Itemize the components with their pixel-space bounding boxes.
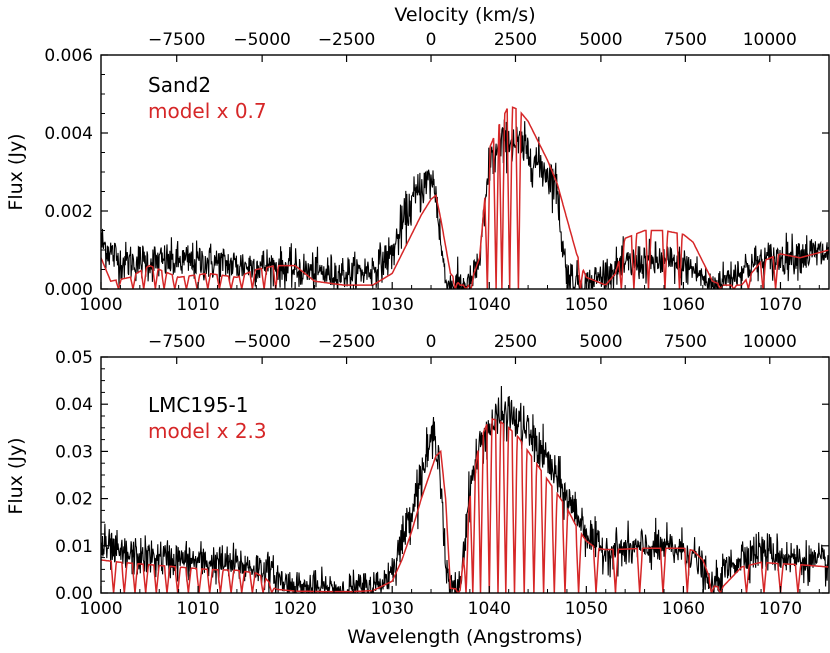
x-tick-label: 1000 [79,295,122,315]
velocity-axis-title: Velocity (km/s) [394,4,535,26]
velocity-tick-label: 7500 [664,30,707,50]
x-tick-label: 1010 [176,599,219,619]
legend-entry-model: model x 2.3 [148,419,267,443]
y-tick-label: 0.03 [55,442,93,462]
model-spectrum-line [101,418,829,593]
top-panel: 1000 1010 1020 1030 1040 1050 1060 1070 0.000 0.0… [44,30,830,315]
y-tick-label: 0.006 [44,46,93,66]
x-tick-label: 1030 [371,599,414,619]
bottom-panel: 1000 1010 1020 1030 1040 1050 1060 1070 0.00 0.01… [55,332,830,619]
velocity-tick-label: −5000 [233,332,291,352]
y-tick-label: 0.01 [55,537,93,557]
y-tick-label: 0.05 [55,348,93,368]
y-tick-label: 0.00 [55,584,93,604]
x-tick-label: 1030 [371,295,414,315]
bottom-panel-y-axis-title: Flux (Jy) [5,437,27,514]
legend-entry-object: Sand2 [148,73,211,97]
x-tick-label: 1000 [79,599,122,619]
velocity-tick-label: −2500 [318,30,376,50]
x-tick-label: 1060 [662,295,705,315]
x-tick-label: 1070 [759,599,802,619]
y-tick-label: 0.000 [44,280,93,300]
x-tick-label: 1040 [468,599,511,619]
velocity-tick-label: −2500 [318,332,376,352]
x-tick-label: 1060 [662,599,705,619]
velocity-tick-label: 0 [426,332,437,352]
x-tick-label: 1050 [565,599,608,619]
x-tick-label: 1050 [565,295,608,315]
velocity-tick-label: −7500 [148,30,206,50]
observed-spectrum-line [101,119,829,289]
x-tick-label: 1020 [274,599,317,619]
velocity-tick-label: 2500 [494,332,537,352]
top-panel-y-axis-title: Flux (Jy) [5,133,27,210]
velocity-tick-label: 2500 [494,30,537,50]
x-axis-title: Wavelength (Angstroms) [347,626,582,648]
legend-entry-object: LMC195-1 [148,393,248,417]
x-tick-label: 1020 [274,295,317,315]
y-tick-label: 0.04 [55,395,93,415]
velocity-tick-label: 10000 [743,332,797,352]
y-tick-label: 0.004 [44,124,93,144]
velocity-tick-label: 5000 [579,332,622,352]
observed-spectrum-line [101,385,829,593]
velocity-tick-label: 10000 [743,30,797,50]
y-tick-label: 0.02 [55,490,93,510]
y-tick-label: 0.002 [44,202,93,222]
velocity-tick-label: 5000 [579,30,622,50]
velocity-tick-label: −7500 [148,332,206,352]
model-spectrum-line [101,106,829,289]
x-tick-label: 1010 [176,295,219,315]
velocity-tick-label: 7500 [664,332,707,352]
x-tick-label: 1070 [759,295,802,315]
velocity-tick-label: 0 [426,30,437,50]
x-tick-label: 1040 [468,295,511,315]
velocity-tick-label: −5000 [233,30,291,50]
legend-entry-model: model x 0.7 [148,99,267,123]
